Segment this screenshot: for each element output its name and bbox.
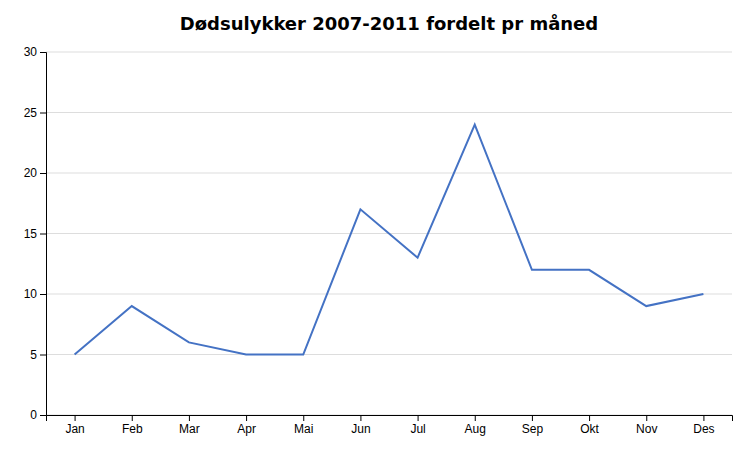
y-tick: 5 [30,348,46,362]
x-tick-mark [646,415,647,421]
x-tick-mark [189,415,190,421]
x-tick: Aug [465,415,486,436]
y-axis-line [40,53,47,416]
x-tick-mark [75,415,76,421]
x-tick: Des [693,415,714,436]
x-tick-mark [246,415,247,421]
x-tick-label: Okt [580,422,599,436]
x-tick-label: Feb [122,422,143,436]
y-tick-mark [40,113,46,114]
x-tick: Okt [580,415,599,436]
grid-line [46,354,732,355]
x-tick-label: Nov [636,422,657,436]
x-tick-mark [418,415,419,421]
x-tick: Apr [237,415,256,436]
x-tick-mark [589,415,590,421]
grid-line [46,173,732,174]
plot-area: 0 5 10 15 20 25 30 Jan Feb Mar Apr Mai Jun Jul Aug Sep O… [24,45,733,435]
x-tick: Sep [522,415,544,436]
y-tick-mark [40,355,46,356]
grid-line [46,52,732,53]
x-axis-line [47,416,733,422]
x-tick-mark [303,415,304,421]
y-tick: 0 [30,408,46,422]
y-tick: 25 [24,106,46,120]
x-tick-mark [132,415,133,421]
grid-line [46,112,732,113]
x-tick-label: Mai [294,422,313,436]
y-tick: 20 [24,166,46,180]
x-tick-label: Aug [465,422,486,436]
x-tick-label: Jul [410,422,425,436]
x-tick: Jun [351,415,370,436]
y-tick: 10 [24,287,46,301]
y-tick-label: 5 [30,348,37,362]
x-tick: Jul [410,415,425,436]
x-tick: Nov [636,415,657,436]
chart: 0 5 10 15 20 25 30 Jan Feb Mar Apr Mai Jun Jul Aug Sep O… [0,0,752,451]
grid [46,52,732,415]
x-tick: Jan [65,415,84,436]
title: Dødsulykker 2007-2011 fordelt pr måned [180,13,598,34]
x-tick-label: Sep [522,422,544,436]
y-tick-label: 20 [24,166,38,180]
x-tick-label: Jan [65,422,84,436]
line [75,125,704,355]
y-tick-mark [40,234,46,235]
x-tick-mark [532,415,533,421]
y-tick-label: 10 [24,287,38,301]
x-tick-label: Jun [351,422,370,436]
x-axis: Jan Feb Mar Apr Mai Jun Jul Aug Sep Okt Nov Des [47,415,733,436]
y-tick-label: 0 [30,408,37,422]
y-tick: 15 [24,227,46,241]
x-tick-mark [360,415,361,421]
x-tick-label: Apr [237,422,256,436]
y-tick: 30 [24,45,46,59]
y-tick-label: 25 [24,106,38,120]
y-tick-mark [40,294,46,295]
x-tick: Feb [122,415,143,436]
x-tick-mark [703,415,704,421]
y-tick-mark [40,52,46,53]
y-tick-label: 30 [24,45,38,59]
y-axis: 0 5 10 15 20 25 30 [24,45,47,422]
x-tick-label: Des [693,422,714,436]
x-tick-label: Mar [179,422,200,436]
y-tick-mark [40,415,46,416]
x-tick: Mai [294,415,313,436]
marks [75,125,704,355]
y-tick-label: 15 [24,227,38,241]
y-tick-mark [40,173,46,174]
x-tick: Mar [179,415,200,436]
x-tick-mark [475,415,476,421]
